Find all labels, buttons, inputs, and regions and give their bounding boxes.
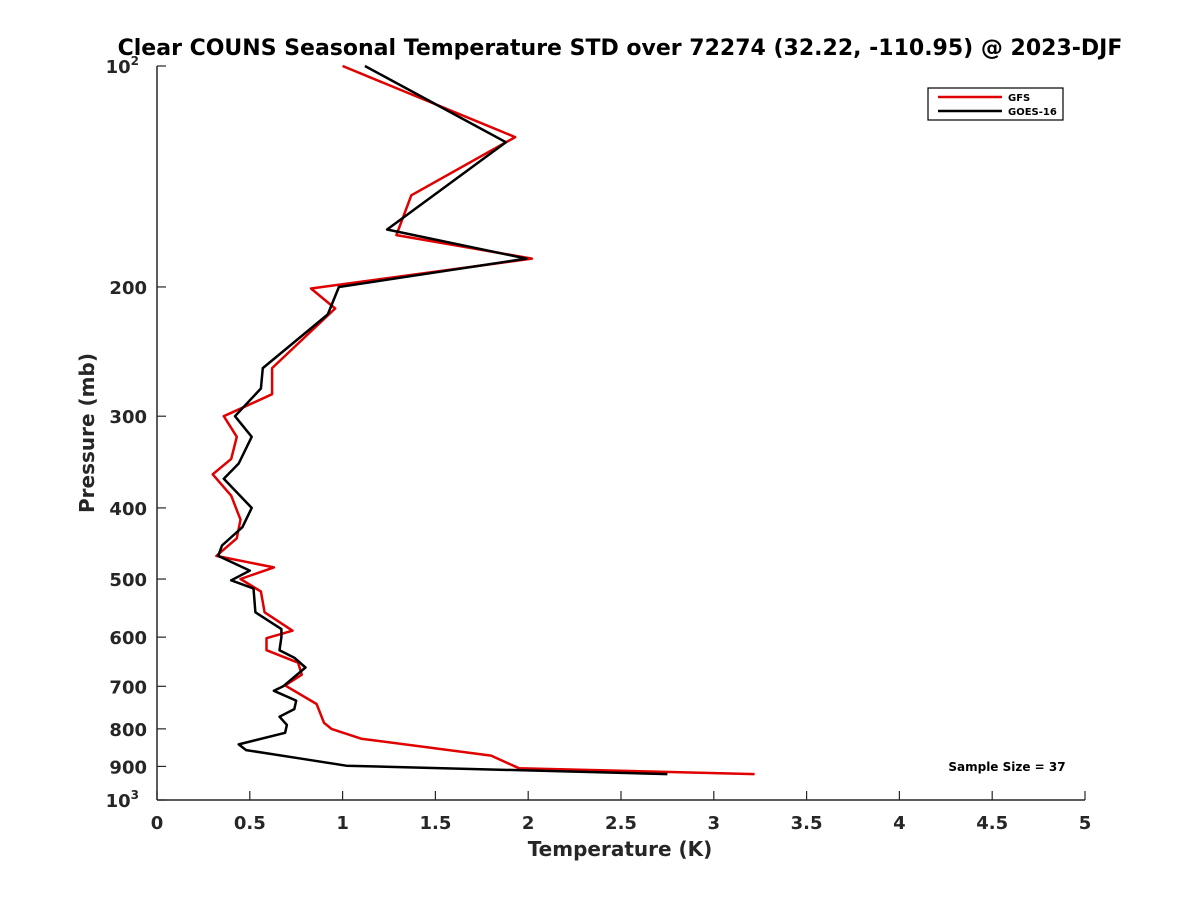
series-line-goes-16 — [216, 64, 668, 776]
x-tick-label: 1.5 — [419, 813, 451, 834]
legend-box — [927, 87, 1064, 121]
y-axis-label: Pressure (mb) — [75, 353, 99, 513]
y-tick-label: 200 — [109, 278, 147, 299]
legend-label: GFS — [1008, 93, 1030, 104]
legend-label: GOES-16 — [1008, 107, 1057, 118]
y-tick-label: 102 — [106, 54, 139, 78]
y-tick-label: 300 — [109, 407, 147, 428]
x-tick-label: 5 — [1079, 813, 1092, 834]
x-tick-label: 3 — [708, 813, 721, 834]
chart-title: Clear COUNS Seasonal Temperature STD ove… — [118, 36, 1123, 61]
sample-size-annotation: Sample Size = 37 — [948, 760, 1065, 774]
y-tick-label: 600 — [109, 628, 147, 649]
y-tick-label: 500 — [109, 570, 147, 591]
y-tick-label: 103 — [106, 788, 139, 812]
legend: GFS GOES-16 — [927, 87, 1064, 121]
x-tick-label: 2 — [522, 813, 535, 834]
x-tick-label: 2.5 — [605, 813, 637, 834]
x-tick-label: 3.5 — [791, 813, 823, 834]
x-tick-label: 4.5 — [976, 813, 1008, 834]
series-line-gfs — [211, 64, 755, 776]
y-tick-label: 800 — [109, 720, 147, 741]
y-tick-label: 700 — [109, 677, 147, 698]
y-tick-label: 900 — [109, 757, 147, 778]
x-tick-label: 4 — [893, 813, 906, 834]
x-tick-label: 0 — [151, 813, 164, 834]
y-tick-label: 400 — [109, 499, 147, 520]
x-axis-label: Temperature (K) — [528, 837, 713, 861]
x-tick-label: 0.5 — [234, 813, 266, 834]
x-tick-label: 1 — [336, 813, 349, 834]
plot-area: 0 0.5 1 1.5 2 2.5 3 3.5 4 4.5 5 102 200 300 400 500 600 7… — [106, 54, 1092, 834]
